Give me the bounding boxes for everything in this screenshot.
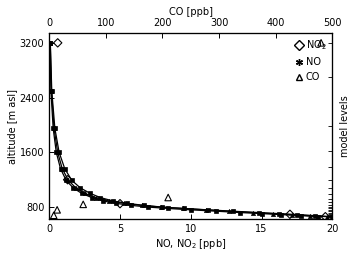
- Y-axis label: altitude [m asl]: altitude [m asl]: [7, 88, 17, 164]
- Point: [287, 212, 293, 216]
- Y-axis label: model levels: model levels: [340, 95, 350, 157]
- Point: [59, 198, 65, 202]
- Legend: NO$_2$, NO, CO: NO$_2$, NO, CO: [294, 37, 328, 83]
- Point: [55, 41, 61, 45]
- Point: [80, 202, 86, 206]
- Point: [48, 41, 54, 45]
- Point: [62, 200, 67, 204]
- Point: [165, 196, 171, 200]
- Point: [322, 215, 328, 219]
- X-axis label: NO, NO$_2$ [ppb]: NO, NO$_2$ [ppb]: [155, 237, 226, 251]
- Point: [50, 182, 56, 187]
- Point: [54, 208, 60, 212]
- Point: [55, 194, 61, 198]
- Point: [318, 41, 324, 45]
- Point: [69, 202, 75, 206]
- Point: [51, 213, 57, 217]
- Point: [65, 178, 70, 182]
- Point: [52, 189, 58, 194]
- X-axis label: CO [ppb]: CO [ppb]: [169, 7, 213, 17]
- Point: [117, 201, 123, 206]
